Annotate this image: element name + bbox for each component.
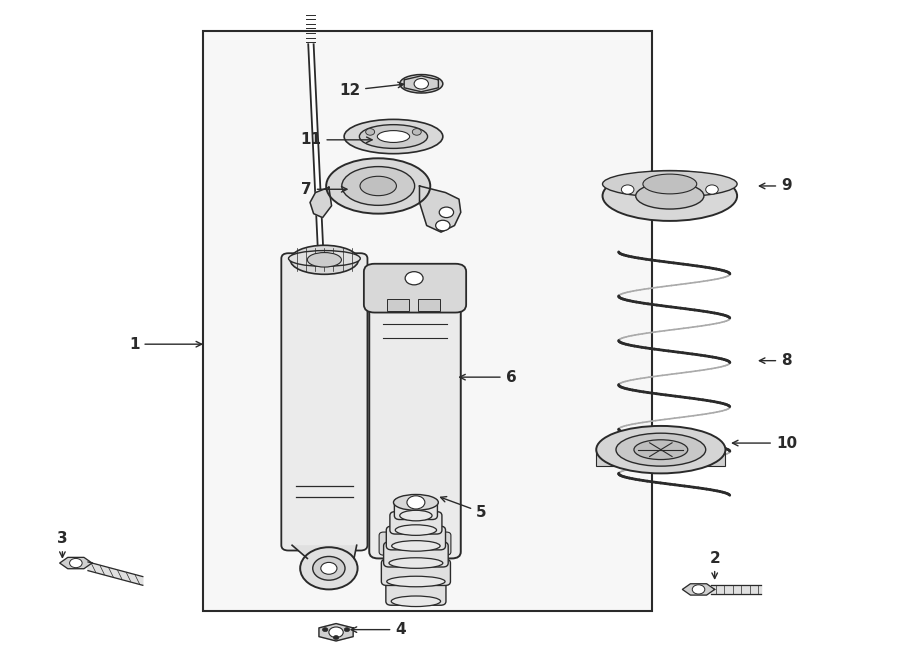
Ellipse shape <box>616 433 706 466</box>
Ellipse shape <box>392 541 440 551</box>
FancyBboxPatch shape <box>369 295 461 559</box>
Text: 6: 6 <box>460 369 517 385</box>
Ellipse shape <box>392 596 441 606</box>
Circle shape <box>706 185 718 194</box>
Ellipse shape <box>360 176 396 196</box>
Text: 4: 4 <box>351 622 406 637</box>
Text: 12: 12 <box>339 82 403 98</box>
Circle shape <box>621 185 634 194</box>
Circle shape <box>436 220 450 231</box>
Circle shape <box>407 496 425 509</box>
Polygon shape <box>404 76 438 92</box>
FancyBboxPatch shape <box>364 263 466 312</box>
FancyBboxPatch shape <box>379 532 451 555</box>
Bar <box>596 449 725 466</box>
Polygon shape <box>88 562 143 585</box>
Text: 8: 8 <box>760 353 792 368</box>
Text: 9: 9 <box>760 179 792 193</box>
Text: 11: 11 <box>301 132 372 148</box>
Ellipse shape <box>596 426 725 473</box>
Polygon shape <box>712 585 760 594</box>
Polygon shape <box>292 545 356 559</box>
Circle shape <box>412 128 421 135</box>
Circle shape <box>301 547 357 589</box>
FancyBboxPatch shape <box>394 498 437 520</box>
Ellipse shape <box>326 158 430 214</box>
FancyBboxPatch shape <box>282 253 367 551</box>
Text: 2: 2 <box>709 551 720 579</box>
Circle shape <box>344 628 349 632</box>
Polygon shape <box>310 187 331 218</box>
FancyBboxPatch shape <box>383 542 448 567</box>
Ellipse shape <box>602 171 737 221</box>
Ellipse shape <box>342 167 415 205</box>
Circle shape <box>322 628 328 632</box>
Ellipse shape <box>359 124 428 148</box>
Circle shape <box>439 207 454 218</box>
Ellipse shape <box>344 119 443 154</box>
Polygon shape <box>308 44 323 255</box>
FancyBboxPatch shape <box>386 577 446 605</box>
Ellipse shape <box>389 558 443 568</box>
Circle shape <box>405 271 423 285</box>
Polygon shape <box>319 624 353 641</box>
Ellipse shape <box>377 130 410 142</box>
Text: 7: 7 <box>302 182 347 197</box>
Ellipse shape <box>307 252 341 267</box>
Polygon shape <box>419 186 461 232</box>
FancyBboxPatch shape <box>390 512 442 534</box>
FancyBboxPatch shape <box>386 526 446 550</box>
Circle shape <box>320 563 337 574</box>
Ellipse shape <box>635 183 704 209</box>
FancyBboxPatch shape <box>382 559 450 585</box>
Polygon shape <box>682 584 715 595</box>
Text: 3: 3 <box>57 531 68 557</box>
Text: 5: 5 <box>441 496 487 520</box>
Circle shape <box>365 128 374 135</box>
Ellipse shape <box>643 174 697 194</box>
Text: 1: 1 <box>129 337 202 352</box>
Text: 10: 10 <box>733 436 797 451</box>
Polygon shape <box>59 557 92 569</box>
Circle shape <box>414 79 428 89</box>
Circle shape <box>333 636 338 639</box>
Bar <box>418 299 440 311</box>
Ellipse shape <box>634 440 688 459</box>
Ellipse shape <box>393 495 438 510</box>
Bar <box>203 31 652 611</box>
Ellipse shape <box>400 510 432 521</box>
Ellipse shape <box>400 75 443 93</box>
Ellipse shape <box>291 246 358 274</box>
Ellipse shape <box>395 525 436 536</box>
Bar <box>387 299 410 311</box>
Ellipse shape <box>387 576 446 587</box>
Circle shape <box>328 627 343 638</box>
Ellipse shape <box>602 171 737 197</box>
Circle shape <box>692 585 705 594</box>
Ellipse shape <box>289 251 360 266</box>
Circle shape <box>69 559 82 567</box>
Circle shape <box>312 557 345 580</box>
